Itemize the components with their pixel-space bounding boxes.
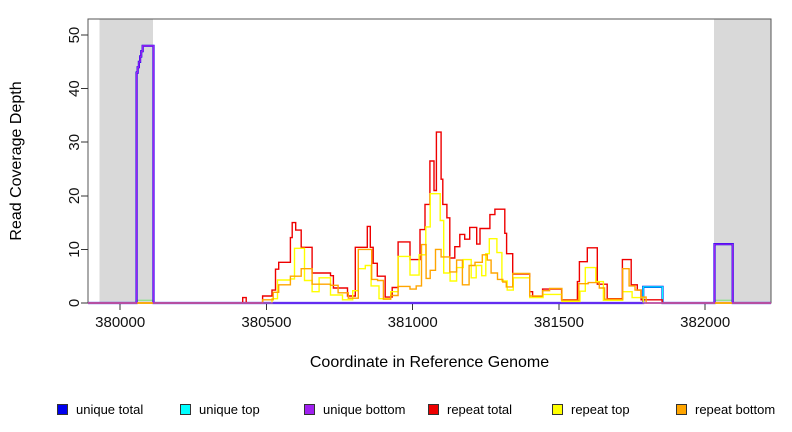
legend-swatch-repeat-bottom (676, 403, 687, 415)
legend-swatch-unique-top (180, 403, 191, 415)
legend-item-unique-total: unique total (57, 401, 144, 417)
legend-item-repeat-total: repeat total (428, 401, 513, 417)
shaded-region (713, 19, 771, 303)
x-tick-label: 380000 (95, 314, 145, 331)
y-axis-title: Read Coverage Depth (8, 81, 25, 241)
series-lines (88, 44, 771, 305)
y-tick-label: 0 (66, 299, 83, 307)
plot-svg: 380000 380500 381000 381500 382000 0 10 20 30 40 5… (66, 18, 772, 331)
legend-item-unique-bottom: unique bottom (304, 401, 406, 417)
legend-label: unique bottom (323, 401, 406, 417)
axes: 380000 380500 381000 381500 382000 0 10 20 30 40 5… (66, 27, 730, 331)
x-tick-label: 382000 (680, 314, 730, 331)
legend-item-repeat-bottom: repeat bottom (676, 401, 776, 417)
legend-label: repeat total (447, 401, 513, 417)
x-tick-label: 381500 (534, 314, 584, 331)
series-repeat-bottom (88, 243, 771, 304)
x-tick-label: 381000 (388, 314, 438, 331)
series-repeat-total (88, 131, 771, 304)
x-tick-label: 380500 (241, 314, 291, 331)
x-axis-title: Coordinate in Reference Genome (309, 354, 550, 371)
legend-item-unique-top: unique top (180, 401, 260, 417)
legend-swatch-repeat-total (428, 403, 439, 415)
legend-label: unique top (199, 401, 260, 417)
legend-swatch-unique-bottom (304, 403, 315, 415)
legend: unique total unique top unique bottom re… (0, 400, 792, 420)
y-tick-label: 20 (66, 187, 83, 204)
shaded-region (99, 19, 153, 303)
y-tick-label: 50 (66, 27, 83, 44)
series-unique-top (88, 286, 771, 304)
y-tick-label: 10 (66, 241, 83, 258)
y-tick-label: 40 (66, 80, 83, 97)
series-repeat-top (88, 193, 771, 304)
legend-swatch-unique-total (57, 403, 68, 415)
legend-label: repeat bottom (695, 401, 776, 417)
shaded-regions (99, 19, 771, 303)
legend-item-repeat-top: repeat top (552, 401, 630, 417)
y-tick-label: 30 (66, 134, 83, 151)
legend-label: unique total (76, 401, 144, 417)
legend-label: repeat top (571, 401, 630, 417)
legend-swatch-repeat-top (552, 403, 563, 415)
series-unique-bottom (88, 45, 771, 304)
